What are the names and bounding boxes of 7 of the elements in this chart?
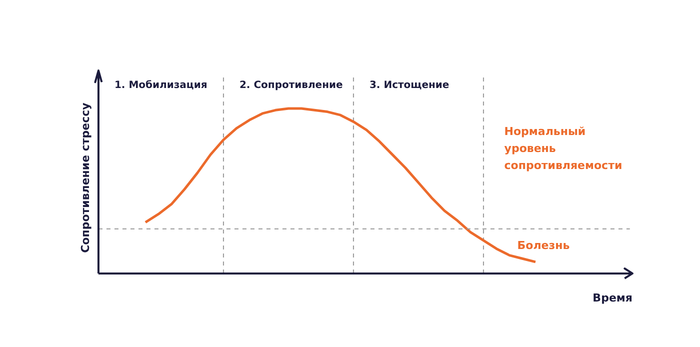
text: 1. Мобилизация (114, 80, 208, 91)
x-axis-title: Время (592, 292, 632, 305)
text: 3. Истощение (369, 80, 450, 91)
y-axis-title: Сопротивление стрессу (79, 102, 92, 253)
annotation: Нормальный уровень сопротивляемости (504, 125, 622, 172)
text: 2. Сопротивление (239, 80, 344, 91)
annotation: Болезнь (517, 238, 570, 252)
